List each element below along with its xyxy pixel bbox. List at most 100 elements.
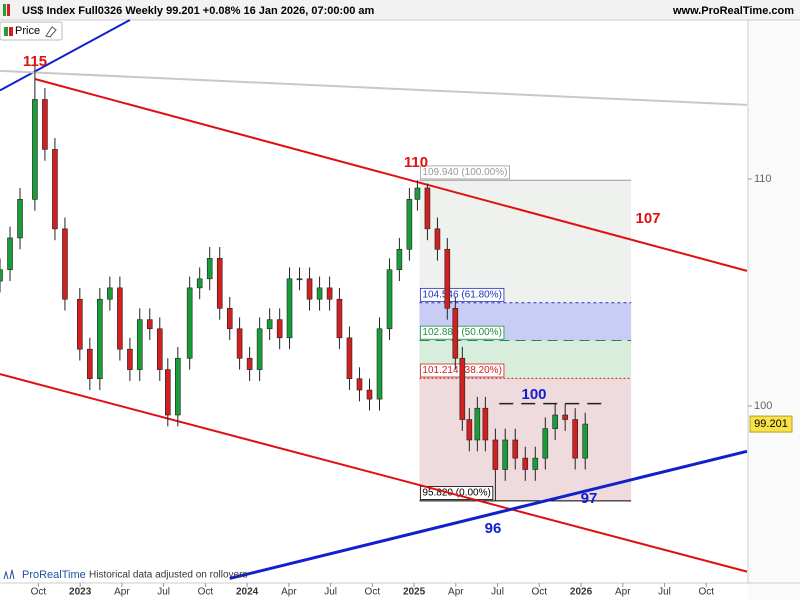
x-tick-label: Apr [281,587,297,598]
annotation: 96 [485,520,502,537]
price-axis-panel [748,20,800,600]
x-tick-label: Jul [658,587,671,598]
candle-body [156,328,163,370]
candle-body [562,414,568,420]
x-tick-label: Apr [448,587,464,598]
candle-body [366,389,373,400]
chart-title: US$ Index Full0326 Weekly 99.201 +0.08% … [22,5,375,17]
x-tick-label: Apr [615,587,631,598]
x-tick-label: 2023 [69,587,92,598]
candle-body [7,237,13,271]
fib-level-label: 95.820 (0.00%) [422,487,490,498]
candle-body [356,378,363,391]
y-tick-label: 100 [754,400,772,412]
candle-body [424,187,431,230]
candle-body [17,199,23,239]
candle-body [286,278,293,339]
candle-body [32,99,38,200]
candle-body [406,199,413,250]
candle-body [52,149,58,230]
candle-body [42,99,48,150]
candle-body [87,348,93,379]
candle-body [306,278,313,300]
candle-body [246,357,253,370]
candle-body [236,328,243,359]
candle-body [466,419,473,441]
candle-body [266,319,273,330]
x-tick-label: Oct [532,587,548,598]
candle-body [396,248,403,271]
candle-body [444,248,451,309]
x-tick-label: Oct [698,587,714,598]
candle-body [532,457,539,470]
fib-level-label: 102.880 (50.00%) [422,327,502,338]
candle-body [256,328,263,370]
x-tick-label: Oct [198,587,214,598]
candle-body [474,407,481,441]
fib-label-box [420,287,505,302]
trendline [229,449,748,580]
candle-body [482,407,489,441]
annotation: 107 [635,210,660,227]
x-tick-label: Oct [365,587,381,598]
candle-body [572,419,578,459]
plot-area: 109.940 (100.00%) 104.546 (61.80%) 102.880… [0,19,748,580]
annotation: 97 [581,490,598,507]
candle-body [346,337,353,379]
header-bar [0,0,800,20]
candle-body [376,328,383,400]
fib-level-label: 109.940 (100.00%) [422,167,507,178]
x-tick-label: Jul [157,587,170,598]
x-tick-label: Jul [324,587,337,598]
candle-body [276,319,283,339]
candle-body [117,287,123,350]
annotation: 110 [404,154,428,171]
candle-body [326,287,333,300]
x-tick-label: 2026 [570,587,593,598]
last-price-tag [749,415,793,433]
x-tick-label: 2024 [236,587,259,598]
indicator-icon [9,27,13,36]
indicator-label: Price [15,25,40,37]
candle-body [552,414,558,429]
candle-body [77,298,83,350]
candle-body [164,369,171,416]
footer-note: Historical data adjusted on rollovers [89,570,247,581]
edit-icon[interactable] [45,26,57,38]
candle-body [226,308,233,330]
candle-body [175,357,181,416]
trendline [34,78,748,272]
candle-body [522,457,529,470]
fib-label-box [420,325,505,340]
fib-level-label: 104.546 (61.80%) [422,289,502,300]
candle-body [414,187,421,200]
candle-body [216,258,223,309]
logo [3,4,6,16]
footer-logo [3,569,15,580]
candle-body [206,258,213,280]
footer-brand: ProRealTime [22,569,86,581]
annotation: 100 [521,386,546,403]
candle-body [107,287,113,300]
x-tick-label: Oct [31,587,47,598]
candle-body [316,287,323,300]
candle-body [502,439,509,470]
candle-body [186,287,193,359]
candle-body [582,423,589,459]
candle-body [459,357,466,420]
candle-body [512,439,519,459]
y-tick-label: 110 [754,173,772,185]
trendline [0,19,131,92]
candle-body [452,308,459,359]
candle-body [62,228,68,300]
annotation: 115 [23,53,47,70]
candle-body [136,319,143,370]
candle-body [296,278,303,281]
candle-body [127,348,133,370]
x-tick-label: Jul [491,587,504,598]
fib-label-box [420,165,510,180]
source: www.ProRealTime.com [672,5,794,17]
x-tick-label: 2025 [403,587,426,598]
